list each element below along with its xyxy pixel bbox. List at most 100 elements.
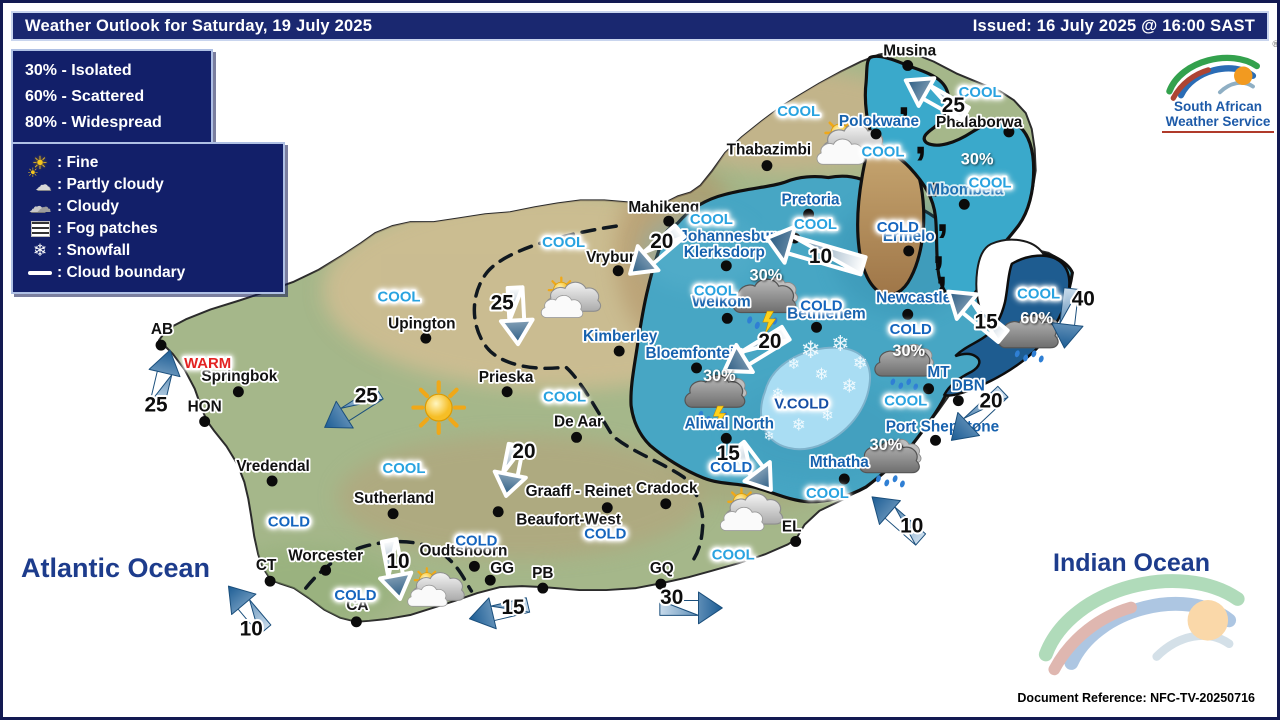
city-dot — [537, 582, 549, 594]
city-upington: Upington — [386, 314, 457, 344]
condition-label-cool: COOL — [712, 547, 755, 563]
brand-line2: Weather Service — [1165, 114, 1271, 129]
city-pb: PB — [530, 563, 555, 594]
legend-item-fog: : Fog patches — [23, 218, 273, 240]
condition-label-cool: COOL — [777, 104, 820, 120]
rain-weather-icon — [997, 313, 1061, 363]
city-label: Vredendal — [236, 458, 309, 475]
city-label: Aliwal North — [684, 415, 774, 432]
drizzle-symbols: ,,,,,, — [897, 73, 948, 294]
city-prieska: Prieska — [477, 367, 536, 398]
brand-line1: South African — [1173, 99, 1262, 114]
city-label: Mthatha — [810, 454, 869, 471]
issued-timestamp: Issued: 16 July 2025 @ 16:00 SAST — [972, 16, 1255, 35]
lesotho-vcold-area — [760, 346, 872, 451]
city-label: GG — [490, 560, 514, 577]
city-dot — [902, 60, 914, 71]
city-vredendal: Vredendal — [235, 456, 312, 487]
probability-labels: 30% 30% 30% 30% 30% 60% — [703, 151, 1054, 455]
city-label: Pretoria — [782, 191, 841, 208]
city-dot — [720, 432, 732, 444]
condition-label-cold: COLD — [584, 526, 626, 542]
condition-label-cold: COLD — [334, 588, 376, 604]
city-label: Welkom — [692, 293, 751, 310]
condition-label-cool: COOL — [969, 175, 1012, 191]
wind-speed-numbers: 25 25 20 10 25 25 20 20 15 15 10 10 15 30 10 20 40 — [143, 92, 1097, 643]
rain-probability-label: 60% — [1020, 309, 1053, 327]
city-label: Thabazimbi — [727, 142, 811, 159]
wind-speed-value: 15 — [975, 310, 998, 333]
snowflake-icon: ❄ — [853, 353, 868, 373]
city-label: Sutherland — [354, 490, 434, 507]
wind-arrow-25-icon — [903, 76, 971, 123]
legend-item-snowfall: ❄ : Snowfall — [23, 240, 273, 262]
city-label: Bethlehem — [787, 305, 866, 322]
city-label: Upington — [388, 315, 455, 332]
condition-label-cool: COOL — [861, 145, 904, 161]
page-title: Weather Outlook for Saturday, 19 July 20… — [25, 16, 373, 35]
city-el: EL — [780, 517, 803, 547]
wind-arrow-10-icon — [378, 537, 414, 601]
city-dot — [663, 215, 675, 227]
city-thabazimbi: Thabazimbi — [725, 140, 813, 172]
wind-speed-value: 25 — [942, 94, 965, 117]
city-label: HON — [188, 399, 222, 416]
city-dot — [264, 575, 276, 587]
wind-speed-value: 20 — [512, 440, 535, 463]
fog-icon — [23, 220, 57, 238]
weather-icons — [407, 117, 1061, 607]
city-dot — [660, 498, 672, 510]
city-dot — [613, 345, 625, 357]
city-label: Johannesburg — [679, 228, 785, 245]
city-dot — [571, 431, 582, 443]
drizzle-comma-icon: , — [932, 222, 945, 273]
rain-probability-label: 30% — [961, 151, 994, 169]
city-polokwane: Polokwane — [837, 111, 921, 140]
city-springbok: Springbok — [200, 366, 280, 398]
legend-scattered: 60% - Scattered — [25, 88, 145, 105]
cloud-boundary-dashed-south — [304, 539, 474, 593]
legend-item-fine: ☀ : Fine — [23, 152, 273, 174]
wind-speed-value: 20 — [979, 390, 1002, 413]
cloud-boundary-dashed-central — [472, 224, 705, 565]
cloudy-icon: ☁☁ — [28, 197, 52, 216]
city-graaff-reinet: Graaff - Reinet — [524, 481, 633, 514]
wind-arrow-25-icon — [148, 349, 181, 407]
city-label: PB — [532, 565, 553, 582]
city-label: Oudtshoorn — [420, 542, 508, 559]
condition-label-cool: COOL — [884, 394, 927, 410]
city-label: CT — [256, 557, 277, 574]
city-dot — [468, 560, 480, 572]
legend-isolated: 30% - Isolated — [25, 62, 132, 79]
city-klerksdorp: Klerksdorp — [682, 242, 767, 272]
city-label: Bloemfontein — [645, 345, 743, 362]
condition-label-cool: COOL — [1017, 287, 1060, 303]
wind-speed-value: 20 — [758, 330, 781, 353]
symbol-legend: ☀ : Fine ☀ ☁ : Partly cloudy ☁☁ : Cloudy … — [11, 142, 285, 294]
wind-arrow-20-icon — [492, 441, 528, 498]
city-label: Mbombela — [927, 181, 1003, 198]
city-dot — [790, 536, 802, 547]
city-kimberley: Kimberley — [581, 326, 659, 357]
saws-watermark-icon — [1046, 581, 1238, 669]
snowflake-icon: ❄ — [801, 337, 821, 364]
saws-branding: ® South African Weather Service — [1155, 39, 1277, 133]
wind-speed-value: 10 — [900, 515, 923, 538]
wind-arrow-40-icon — [1050, 287, 1084, 349]
city-hon: HON — [186, 397, 223, 427]
city-label: Graaff - Reinet — [526, 483, 632, 500]
snowfall-symbols: ❄ ❄❄❄❄❄❄❄ ❄❄ — [764, 331, 868, 443]
snowflake-icon: ❄ — [831, 331, 849, 356]
indian-ocean-label: Indian Ocean — [1053, 549, 1210, 577]
city-label: Polokwane — [839, 113, 920, 130]
condition-label-cool: COOL — [542, 235, 585, 251]
wind-speed-value: 25 — [491, 291, 514, 314]
city-dot — [923, 383, 935, 395]
city-ca: CA — [345, 595, 370, 628]
snowflake-icon: ❄ — [792, 415, 806, 434]
wind-arrow-15-icon — [730, 439, 773, 492]
city-label: Kimberley — [583, 328, 658, 345]
legend-item-cloudy: ☁☁ : Cloudy — [23, 196, 273, 218]
wind-arrow-25-icon — [498, 285, 535, 347]
